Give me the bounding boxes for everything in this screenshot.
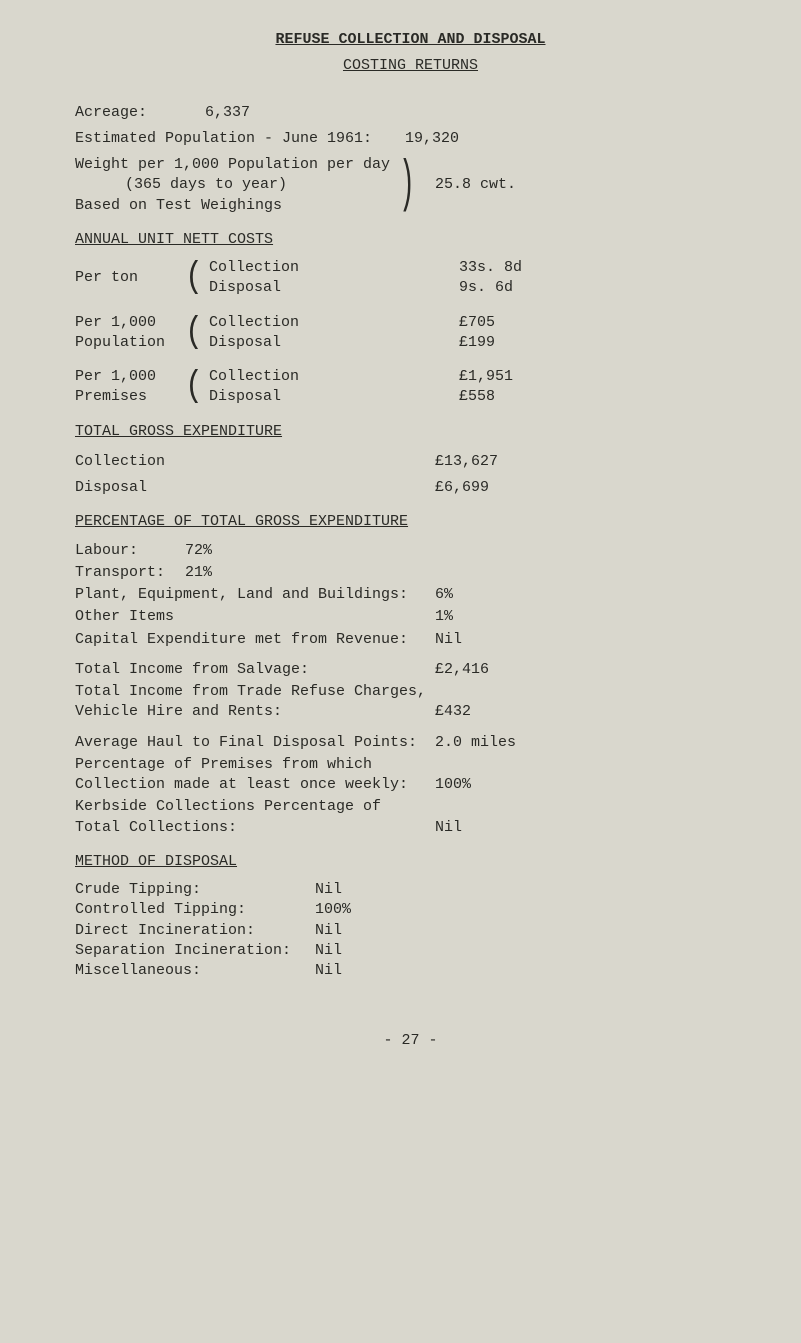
- per-1000-pop-disposal-label: Disposal: [209, 333, 369, 353]
- per-1000-pop-collection-label: Collection: [209, 313, 369, 333]
- main-title: REFUSE COLLECTION AND DISPOSAL: [75, 30, 746, 50]
- per-1000-prem-disposal-label: Disposal: [209, 387, 369, 407]
- gross-collection-row: Collection £13,627: [75, 452, 746, 472]
- per-ton-block: Per ton ( Collection 33s. 8d Disposal 9s…: [75, 258, 746, 299]
- transport-row: Transport: 21%: [75, 563, 746, 583]
- other-label: Other Items: [75, 607, 435, 627]
- plant-row: Plant, Equipment, Land and Buildings: 6%: [75, 585, 746, 605]
- per-1000-prem-label: Per 1,000 Premises: [75, 367, 185, 408]
- per-1000-pop-label: Per 1,000 Population: [75, 313, 185, 354]
- per-ton-disposal-value: 9s. 6d: [459, 278, 619, 298]
- transport-label: Transport:: [75, 563, 185, 583]
- gross-disposal-value: £6,699: [435, 478, 685, 498]
- capex-value: Nil: [435, 630, 462, 650]
- weight-line1: Weight per 1,000 Population per day: [75, 155, 395, 175]
- other-value: 1%: [435, 607, 453, 627]
- weekly-row: Percentage of Premises from which Collec…: [75, 755, 746, 796]
- kerb-label: Kerbside Collections Percentage of Total…: [75, 797, 435, 838]
- trade-label: Total Income from Trade Refuse Charges, …: [75, 682, 435, 723]
- gross-collection-label: Collection: [75, 452, 435, 472]
- disposal-value: Nil: [315, 921, 395, 941]
- brace-icon: (: [185, 260, 209, 296]
- table-row: Crude Tipping: Nil: [75, 880, 746, 900]
- disposal-label: Crude Tipping:: [75, 880, 315, 900]
- salvage-row: Total Income from Salvage: £2,416: [75, 660, 746, 680]
- disposal-label: Direct Incineration:: [75, 921, 315, 941]
- per-ton-collection-label: Collection: [209, 258, 369, 278]
- other-row: Other Items 1%: [75, 607, 746, 627]
- weight-line2: (365 days to year): [75, 175, 395, 195]
- per-1000-pop-collection-value: £705: [459, 313, 619, 333]
- table-row: Direct Incineration: Nil: [75, 921, 746, 941]
- table-row: Separation Incineration: Nil: [75, 941, 746, 961]
- haul-value: 2.0 miles: [435, 733, 516, 753]
- per-ton-label: Per ton: [75, 268, 185, 288]
- disposal-value: 100%: [315, 900, 395, 920]
- disposal-heading: METHOD OF DISPOSAL: [75, 852, 746, 872]
- annual-heading: ANNUAL UNIT NETT COSTS: [75, 230, 746, 250]
- per-1000-prem-collection-label: Collection: [209, 367, 369, 387]
- gross-disposal-row: Disposal £6,699: [75, 478, 746, 498]
- trade-row: Total Income from Trade Refuse Charges, …: [75, 682, 746, 723]
- gross-heading: TOTAL GROSS EXPENDITURE: [75, 422, 746, 442]
- kerb-row: Kerbside Collections Percentage of Total…: [75, 797, 746, 838]
- per-1000-prem-block: Per 1,000 Premises ( Collection £1,951 D…: [75, 367, 746, 408]
- weight-lines: Weight per 1,000 Population per day (365…: [75, 155, 395, 216]
- est-pop-row: Estimated Population - June 1961: 19,320: [75, 129, 746, 149]
- disposal-value: Nil: [315, 961, 395, 981]
- table-row: Controlled Tipping: 100%: [75, 900, 746, 920]
- est-pop-label: Estimated Population - June 1961:: [75, 129, 405, 149]
- page: REFUSE COLLECTION AND DISPOSAL COSTING R…: [0, 0, 801, 1343]
- brace-icon: (: [185, 369, 209, 405]
- transport-value: 21%: [185, 563, 212, 583]
- capex-label: Capital Expenditure met from Revenue:: [75, 630, 435, 650]
- trade-value: £432: [435, 702, 685, 722]
- salvage-value: £2,416: [435, 660, 685, 680]
- pct-heading: PERCENTAGE OF TOTAL GROSS EXPENDITURE: [75, 512, 746, 532]
- kerb-value: Nil: [435, 818, 462, 838]
- salvage-label: Total Income from Salvage:: [75, 660, 435, 680]
- per-1000-pop-block: Per 1,000 Population ( Collection £705 D…: [75, 313, 746, 354]
- disposal-table: Crude Tipping: Nil Controlled Tipping: 1…: [75, 880, 746, 981]
- per-ton-disposal-label: Disposal: [209, 278, 369, 298]
- per-1000-prem-collection-value: £1,951: [459, 367, 619, 387]
- gross-disposal-label: Disposal: [75, 478, 435, 498]
- capex-row: Capital Expenditure met from Revenue: Ni…: [75, 630, 746, 650]
- disposal-value: Nil: [315, 880, 395, 900]
- disposal-label: Separation Incineration:: [75, 941, 315, 961]
- weight-brace-icon: ): [399, 172, 411, 198]
- labour-label: Labour:: [75, 541, 185, 561]
- subtitle: COSTING RETURNS: [75, 56, 746, 76]
- plant-label: Plant, Equipment, Land and Buildings:: [75, 585, 435, 605]
- brace-icon: (: [185, 315, 209, 351]
- acreage-value: 6,337: [205, 103, 250, 123]
- table-row: Miscellaneous: Nil: [75, 961, 746, 981]
- per-ton-collection-value: 33s. 8d: [459, 258, 619, 278]
- est-pop-value: 19,320: [405, 129, 459, 149]
- disposal-value: Nil: [315, 941, 395, 961]
- page-number: - 27 -: [75, 1031, 746, 1051]
- weekly-label: Percentage of Premises from which Collec…: [75, 755, 435, 796]
- per-1000-pop-disposal-value: £199: [459, 333, 619, 353]
- gross-collection-value: £13,627: [435, 452, 685, 472]
- weight-line3: Based on Test Weighings: [75, 196, 395, 216]
- haul-label: Average Haul to Final Disposal Points:: [75, 733, 435, 753]
- weight-value: 25.8 cwt.: [415, 175, 516, 195]
- haul-row: Average Haul to Final Disposal Points: 2…: [75, 733, 746, 753]
- labour-row: Labour: 72%: [75, 541, 746, 561]
- labour-value: 72%: [185, 541, 212, 561]
- plant-value: 6%: [435, 585, 453, 605]
- weekly-value: 100%: [435, 775, 471, 795]
- disposal-label: Miscellaneous:: [75, 961, 315, 981]
- acreage-row: Acreage: 6,337: [75, 103, 746, 123]
- per-1000-prem-disposal-value: £558: [459, 387, 619, 407]
- weight-block: Weight per 1,000 Population per day (365…: [75, 155, 746, 216]
- acreage-label: Acreage:: [75, 103, 205, 123]
- disposal-label: Controlled Tipping:: [75, 900, 315, 920]
